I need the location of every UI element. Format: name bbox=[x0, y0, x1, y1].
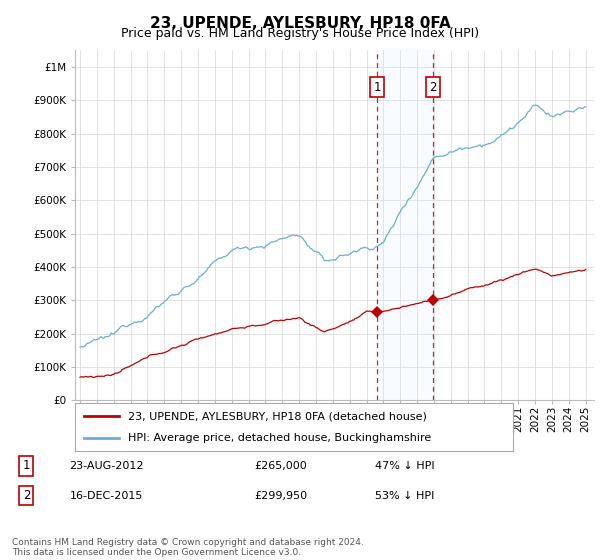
Text: £299,950: £299,950 bbox=[254, 491, 307, 501]
Text: 1: 1 bbox=[23, 459, 30, 473]
Text: 1: 1 bbox=[374, 81, 381, 94]
Text: 23, UPENDE, AYLESBURY, HP18 0FA (detached house): 23, UPENDE, AYLESBURY, HP18 0FA (detache… bbox=[128, 411, 427, 421]
Text: 53% ↓ HPI: 53% ↓ HPI bbox=[375, 491, 434, 501]
Text: HPI: Average price, detached house, Buckinghamshire: HPI: Average price, detached house, Buck… bbox=[128, 433, 431, 443]
Text: 47% ↓ HPI: 47% ↓ HPI bbox=[375, 461, 434, 471]
Text: 23-AUG-2012: 23-AUG-2012 bbox=[70, 461, 144, 471]
Text: Price paid vs. HM Land Registry's House Price Index (HPI): Price paid vs. HM Land Registry's House … bbox=[121, 27, 479, 40]
Text: 2: 2 bbox=[430, 81, 437, 94]
Text: £265,000: £265,000 bbox=[254, 461, 307, 471]
Bar bbox=[377, 50, 433, 400]
Text: 23, UPENDE, AYLESBURY, HP18 0FA: 23, UPENDE, AYLESBURY, HP18 0FA bbox=[149, 16, 451, 31]
Text: 2: 2 bbox=[23, 489, 30, 502]
Text: 16-DEC-2015: 16-DEC-2015 bbox=[70, 491, 143, 501]
Text: Contains HM Land Registry data © Crown copyright and database right 2024.
This d: Contains HM Land Registry data © Crown c… bbox=[12, 538, 364, 557]
